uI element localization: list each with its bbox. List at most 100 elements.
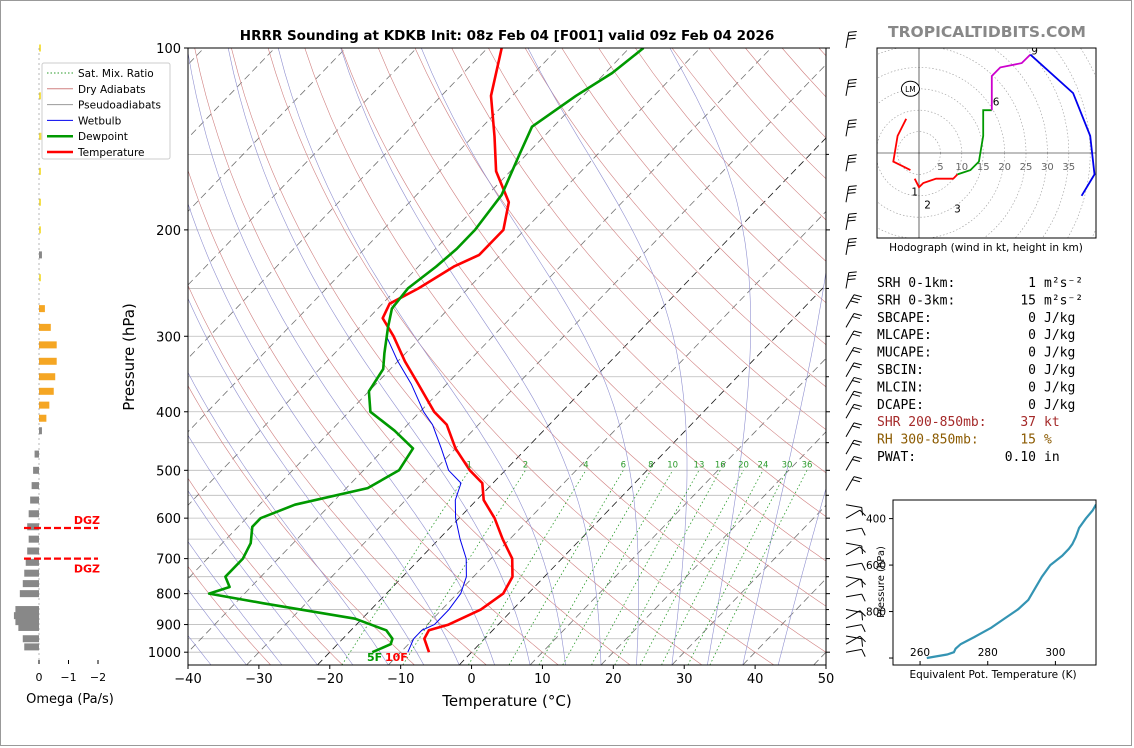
omega-bar: [28, 535, 39, 543]
theta-e-xlabel: Equivalent Pot. Temperature (K): [909, 669, 1076, 681]
stat-label: SBCIN:: [877, 363, 924, 378]
hodo-ring-label: 35: [1062, 162, 1075, 173]
wind-barb: [845, 527, 866, 536]
barb-flag: [847, 219, 856, 222]
barb-flag: [848, 271, 857, 274]
stat-unit: m²s⁻²: [1044, 276, 1083, 291]
barb-flag: [853, 403, 862, 407]
legend-entry: Dry Adiabats: [78, 84, 146, 96]
barb-staff: [845, 527, 862, 532]
omega-bar: [18, 623, 39, 631]
y-tick-label: 600: [156, 512, 181, 527]
profile-dewpoint: [207, 48, 645, 654]
dry-adiabat: [598, 48, 826, 304]
stat-value: 0: [1028, 328, 1036, 343]
omega-bar: [39, 251, 42, 259]
mixing-ratio-label: 24: [758, 460, 769, 470]
barb-staff: [845, 362, 855, 377]
mixing-ratio-label: 4: [583, 460, 588, 470]
barb-flag: [861, 612, 864, 621]
dry-adiabat: [818, 48, 826, 57]
hodo-height-label: 3: [954, 204, 961, 216]
omega-bar: [39, 357, 57, 365]
barb-flag: [848, 241, 857, 244]
barb-staff: [845, 609, 862, 613]
theta-x-tick-label: 280: [978, 647, 998, 659]
mixing-ratio-line: [639, 470, 744, 665]
barb-flag: [852, 459, 861, 462]
mixing-ratio-label: 1: [466, 460, 471, 470]
hodo-segment: [913, 173, 959, 189]
surface-temperature-label: 10F: [385, 651, 408, 664]
barb-flag: [852, 425, 861, 429]
stat-unit: J/kg: [1044, 363, 1075, 378]
barb-flag: [853, 376, 862, 380]
mixing-ratio-line: [661, 470, 764, 665]
omega-bar: [39, 387, 54, 395]
omega-bar: [33, 466, 39, 474]
omega-bar: [27, 547, 39, 555]
pseudoadiabat: [527, 48, 688, 665]
wind-barb: [845, 635, 864, 647]
barb-flag: [848, 188, 857, 191]
hodo-ring-label: 15: [977, 162, 990, 173]
legend-entry: Wetbulb: [78, 115, 122, 127]
wind-barbs: [845, 30, 866, 657]
barb-flag: [861, 593, 866, 602]
omega-bar: [39, 305, 45, 313]
mixing-ratio-line: [538, 470, 652, 665]
wind-barb: [845, 313, 862, 328]
mixing-ratio-line: [468, 470, 587, 665]
barb-flag: [848, 119, 857, 122]
omega-bar: [22, 580, 39, 588]
dry-adiabat: [781, 48, 826, 98]
mixing-ratio-label: 6: [621, 460, 626, 470]
x-tick-label: −30: [245, 672, 272, 687]
wind-barb: [845, 504, 864, 516]
omega-bar: [15, 618, 39, 626]
omega-bar: [28, 510, 39, 518]
mixing-ratio-label: 2: [523, 460, 528, 470]
barb-flag: [848, 78, 857, 81]
stat-unit: in: [1044, 450, 1060, 465]
hodo-ring-label: 20: [998, 162, 1011, 173]
theta-y-tick-label: 600: [866, 560, 886, 572]
surface-dewpoint-label: 5F: [367, 651, 382, 664]
omega-bar: [30, 496, 39, 504]
wind-barb: [845, 476, 862, 491]
pseudoadiabat: [188, 202, 460, 665]
barb-flag: [848, 157, 857, 160]
dry-adiabat: [524, 48, 826, 388]
x-tick-label: 30: [676, 672, 693, 687]
wind-barb: [845, 439, 862, 455]
dry-adiabat: [194, 48, 631, 665]
barb-flag: [847, 161, 856, 164]
omega-bar: [39, 341, 57, 349]
barb-staff: [845, 377, 855, 392]
mixing-ratio-label: 20: [738, 460, 749, 470]
hodo-ring-label: 10: [955, 162, 968, 173]
y-tick-label: 700: [156, 553, 181, 568]
barb-flag: [848, 30, 857, 33]
barb-staff: [845, 546, 861, 556]
barb-flag: [852, 393, 861, 397]
barb-flag: [850, 300, 859, 304]
barb-flag: [859, 546, 866, 553]
barb-flag: [853, 476, 862, 480]
barb-flag: [852, 479, 861, 483]
mixing-ratio-line: [591, 470, 700, 665]
omega-bar: [31, 482, 39, 490]
wind-barb: [845, 635, 866, 645]
stat-unit: J/kg: [1044, 328, 1075, 343]
barb-flag: [853, 330, 862, 334]
barb-flag: [859, 509, 866, 517]
wind-barb: [845, 376, 862, 392]
wind-barb: [845, 578, 866, 588]
barb-staff: [845, 504, 862, 508]
storm-motion-marker: [966, 265, 984, 280]
barb-flag: [852, 349, 861, 353]
omega-bar: [39, 401, 50, 409]
stat-value: 37: [1020, 415, 1036, 430]
omega-bar: [39, 427, 42, 435]
